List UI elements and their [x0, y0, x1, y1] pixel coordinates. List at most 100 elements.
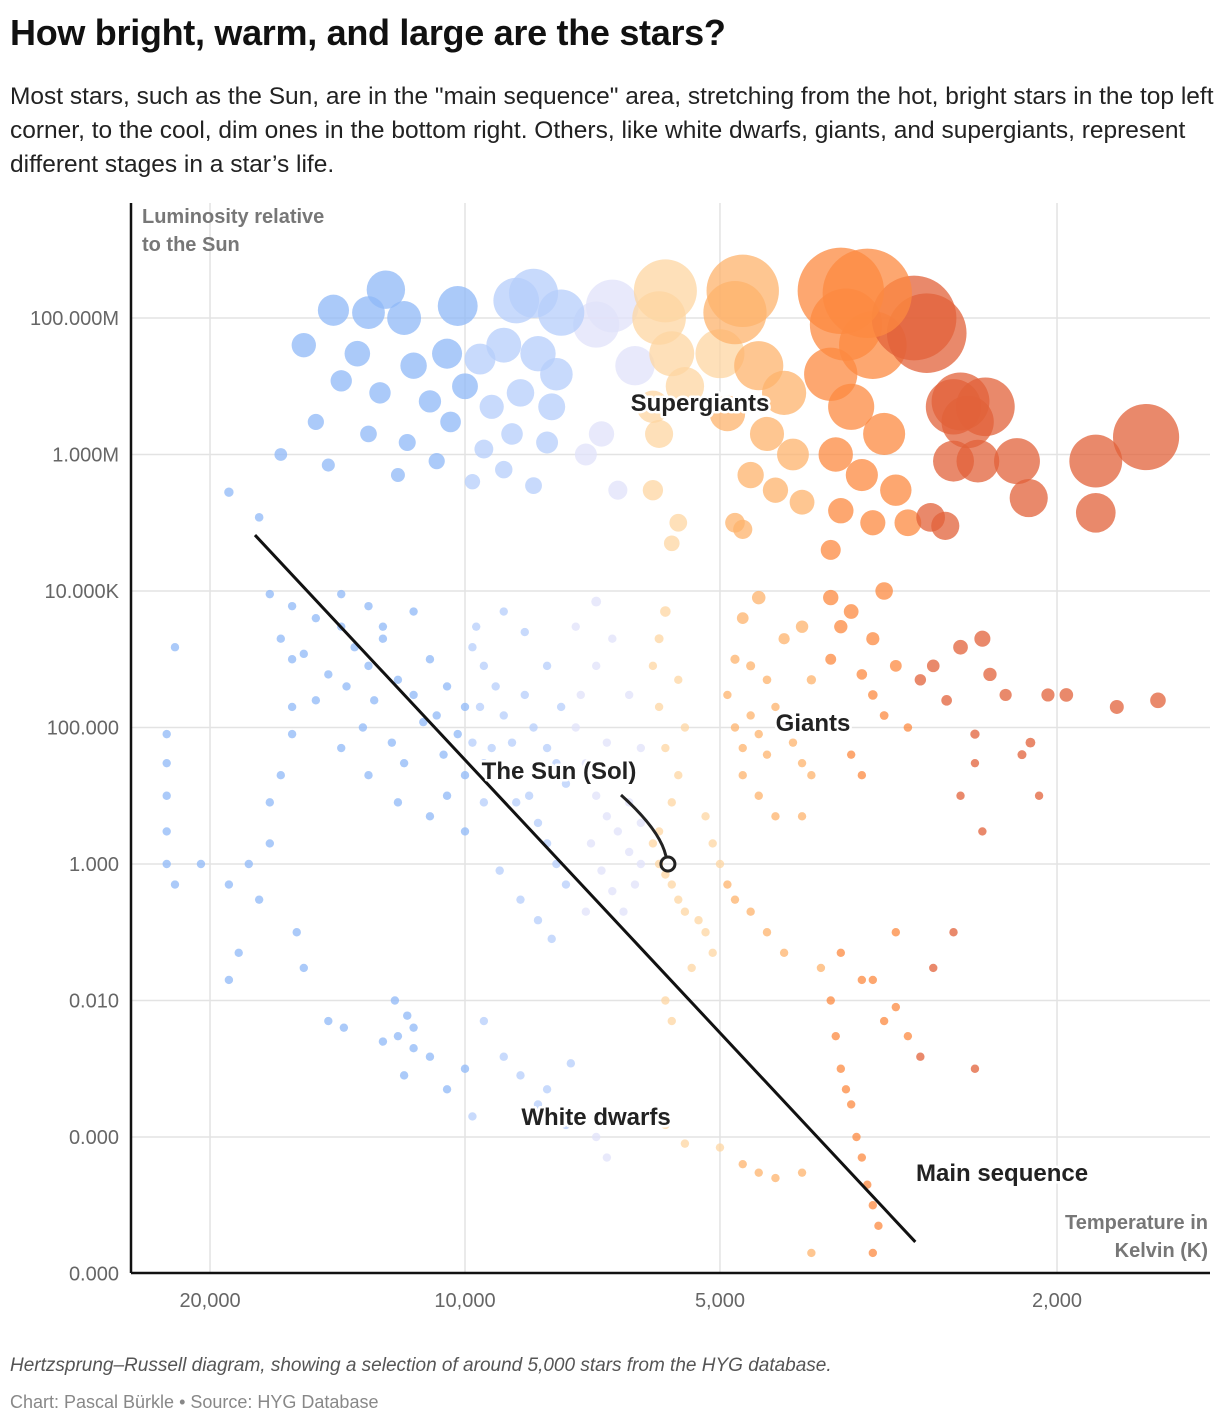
star-point: [868, 975, 878, 985]
star-point: [868, 1201, 878, 1210]
star-point: [409, 607, 418, 616]
star-point: [746, 711, 755, 720]
star-point: [542, 743, 552, 753]
star-point: [816, 963, 826, 973]
star-point: [369, 382, 391, 404]
star-point: [826, 996, 835, 1005]
star-point: [602, 812, 612, 821]
star-point: [608, 634, 617, 643]
star-point: [660, 606, 671, 617]
star-point: [667, 1016, 676, 1026]
star-point: [162, 758, 171, 768]
star-point: [736, 612, 749, 625]
star-point: [472, 622, 481, 631]
star-point: [586, 839, 596, 848]
star-point: [667, 798, 676, 807]
star-point: [941, 694, 952, 706]
star-point: [536, 431, 559, 454]
star-point: [694, 916, 703, 925]
y-tick-label: 0.010: [69, 991, 119, 1013]
star-point: [818, 437, 853, 472]
star-point: [486, 327, 522, 363]
star-point: [822, 248, 912, 338]
chart-credit: Chart: Pascal Bürkle • Source: HYG Datab…: [10, 1392, 379, 1412]
star-point: [224, 880, 234, 889]
star-point: [432, 711, 441, 720]
star-point: [574, 443, 597, 466]
star-point: [746, 661, 756, 671]
star-point: [879, 1016, 889, 1026]
star-point: [779, 723, 789, 732]
star-point: [970, 1064, 980, 1073]
star-point: [730, 723, 740, 732]
star-point: [291, 332, 316, 358]
star-point: [636, 859, 646, 869]
star-point: [734, 341, 784, 391]
star-point: [460, 827, 470, 836]
star-point: [321, 458, 335, 472]
star-point: [708, 839, 717, 848]
x-tick-label: 5,000: [695, 1290, 745, 1312]
star-point: [533, 916, 543, 925]
star-point: [715, 859, 725, 869]
star-point: [399, 758, 409, 768]
star-point: [1041, 688, 1055, 702]
star-point: [287, 702, 297, 712]
star-point: [495, 460, 513, 479]
star-point: [224, 487, 234, 497]
x-axis-title-line2: Kelvin (K): [1115, 1240, 1208, 1262]
star-point: [170, 880, 180, 889]
star-point: [516, 771, 525, 780]
star-point: [487, 743, 496, 753]
star-point: [916, 502, 946, 532]
star-point: [520, 690, 529, 700]
star-point: [437, 286, 478, 326]
star-point: [499, 764, 508, 773]
star-point: [953, 639, 968, 655]
star-point: [224, 975, 234, 985]
star-point: [509, 268, 559, 318]
hr-diagram-chart: 20,000 10,000 5,000 2,000 100.000M 1.000M 10.0…: [30, 203, 1210, 1312]
star-point: [754, 729, 763, 739]
star-point: [738, 743, 747, 753]
star-point: [495, 866, 504, 875]
star-point: [561, 779, 571, 788]
star-point: [891, 928, 901, 937]
star-point: [762, 477, 789, 503]
star-point: [162, 729, 171, 739]
star-point: [400, 352, 427, 379]
star-point: [701, 928, 710, 937]
star-point: [978, 827, 987, 836]
star-point: [663, 535, 680, 552]
star-point: [460, 771, 470, 780]
star-point: [624, 690, 634, 700]
star-point: [680, 1139, 690, 1148]
y-axis-title-line1: Luminosity relative: [142, 206, 324, 228]
star-point: [506, 379, 535, 407]
star-point: [317, 294, 350, 326]
star-point: [875, 582, 893, 600]
star-point: [265, 589, 275, 599]
star-point: [542, 661, 552, 671]
annotation-giants: Giants: [776, 710, 851, 737]
annotation-white-dwarfs: White dwarfs: [521, 1104, 670, 1131]
star-point: [324, 670, 333, 679]
star-point: [636, 743, 646, 753]
star-point: [602, 1153, 612, 1162]
y-axis-title-line2: to the Sun: [142, 234, 240, 256]
star-point: [265, 798, 275, 807]
star-point: [378, 634, 388, 643]
star-point: [571, 622, 580, 631]
star-point: [287, 729, 297, 739]
x-tick-label: 20,000: [179, 1290, 240, 1312]
star-point: [983, 667, 997, 682]
star-point: [654, 634, 664, 644]
star-point: [1017, 750, 1027, 760]
star-point: [795, 620, 809, 633]
star-point: [680, 723, 690, 732]
star-point: [836, 1064, 846, 1073]
star-point: [442, 682, 452, 691]
star-point: [709, 395, 746, 432]
star-point: [706, 254, 779, 328]
chart-title: How bright, warm, and large are the star…: [10, 12, 726, 53]
